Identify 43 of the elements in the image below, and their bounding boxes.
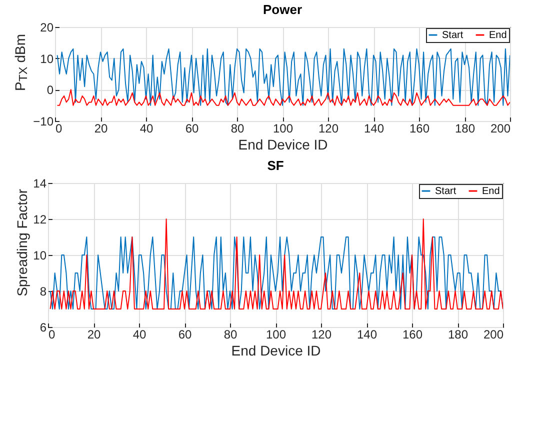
x-tick-label: 20: [94, 122, 108, 136]
legend-label: End: [489, 30, 507, 41]
y-tick-label: 0: [46, 83, 54, 98]
y-tick-label: 10: [40, 52, 54, 66]
x-tick-label: 200: [490, 122, 511, 136]
legend-label: Start: [435, 186, 456, 197]
x-tick-label: 60: [185, 122, 199, 136]
y-tick-label: −10: [33, 114, 54, 128]
x-tick-label: 40: [140, 122, 154, 136]
legend-label: End: [482, 186, 500, 197]
x-tick-label: 100: [266, 328, 286, 342]
y-tick-label: 20: [40, 20, 54, 34]
y-axis-title: Spreading Factor: [14, 189, 30, 297]
x-tick-label: 160: [409, 122, 430, 136]
x-tick-label: 180: [454, 122, 476, 136]
x-tick-label: 140: [356, 328, 378, 342]
chart-title: Power: [262, 2, 302, 17]
y-tick-label: 12: [33, 212, 47, 226]
x-tick-label: 80: [230, 122, 244, 136]
y-tick-label: 14: [33, 176, 47, 190]
x-axis-title: End Device ID: [238, 136, 328, 152]
x-tick-label: 100: [272, 122, 294, 136]
legend-label: Start: [442, 30, 464, 41]
x-tick-label: 20: [87, 328, 101, 342]
x-tick-label: 200: [483, 328, 504, 342]
x-tick-label: 160: [402, 328, 423, 342]
line-series: [56, 48, 510, 106]
x-tick-label: 40: [132, 328, 146, 342]
y-tick-label: 6: [40, 320, 47, 334]
x-tick-label: 0: [56, 122, 62, 136]
line-series: [56, 89, 510, 106]
y-tick-label: 10: [33, 248, 47, 262]
x-tick-label: 60: [178, 328, 192, 342]
y-tick-label: 8: [40, 284, 47, 298]
x-tick-label: 120: [318, 122, 339, 136]
x-tick-label: 120: [311, 328, 332, 342]
line-series: [50, 218, 503, 310]
x-tick-label: 180: [448, 328, 468, 342]
x-axis-title: End Device ID: [231, 342, 321, 358]
x-tick-label: 80: [224, 328, 238, 342]
chart-title: SF: [267, 158, 284, 173]
x-tick-label: 140: [364, 122, 384, 136]
line-series: [50, 236, 503, 310]
